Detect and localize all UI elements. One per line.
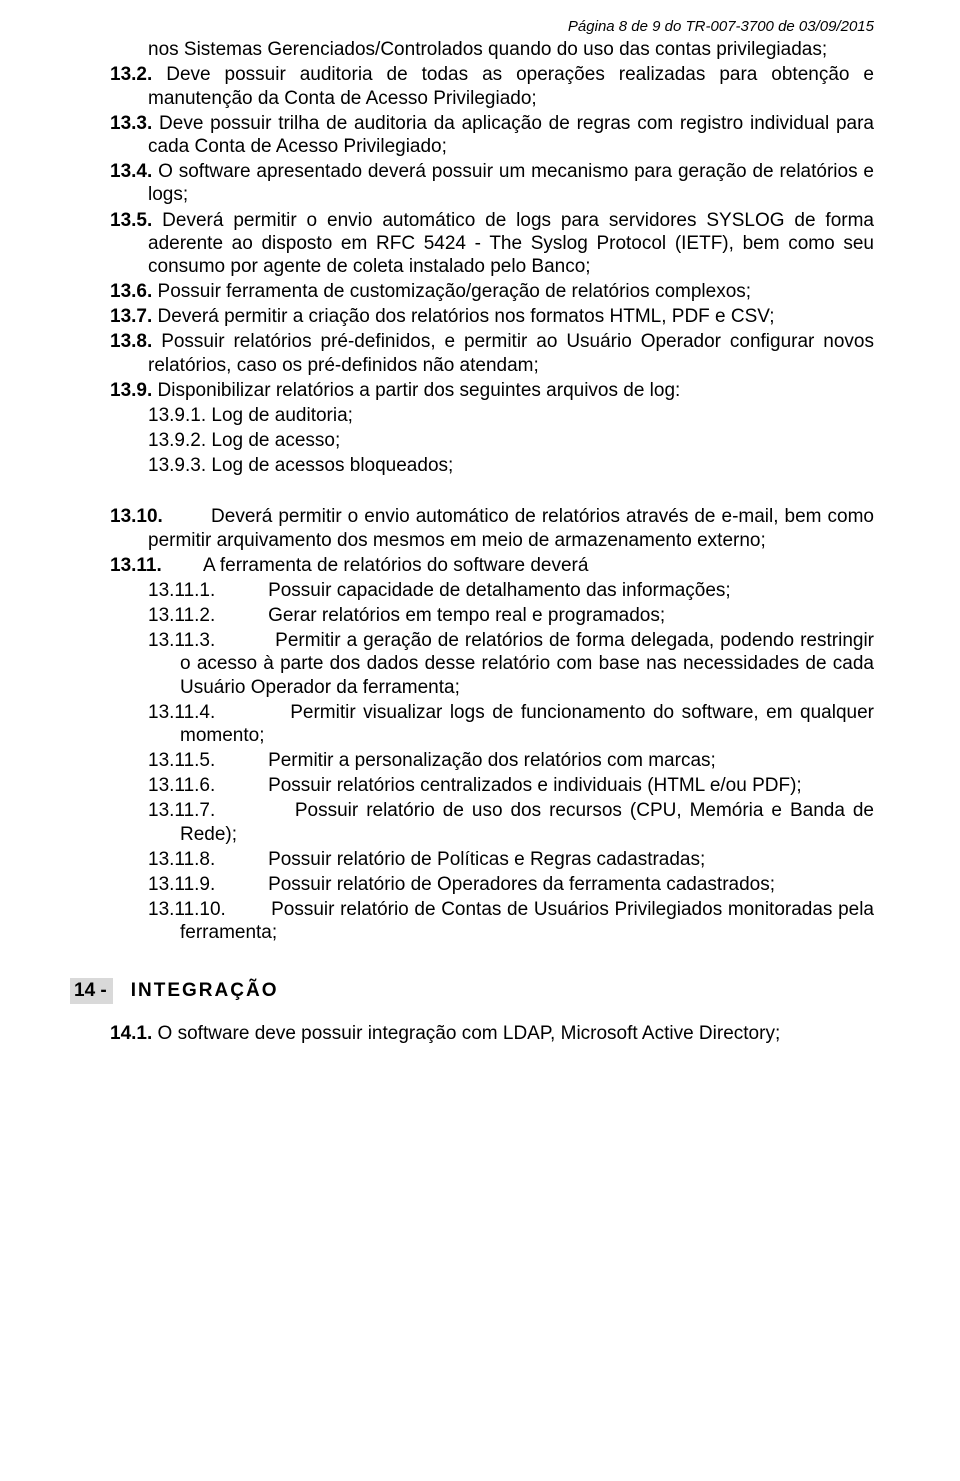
item-13-11-8: 13.11.8. Possuir relatório de Políticas … xyxy=(110,848,874,871)
page: Página 8 de 9 do TR-007-3700 de 03/09/20… xyxy=(0,0,960,1481)
item-13-9: 13.9. Disponibilizar relatórios a partir… xyxy=(110,379,874,402)
item-number: 13.4. xyxy=(110,161,152,182)
item-number: 13.11.9. xyxy=(148,874,215,895)
item-number: 13.11.4. xyxy=(148,702,215,723)
item-text: Deve possuir auditoria de todas as opera… xyxy=(148,64,874,108)
item-text: Disponibilizar relatórios a partir dos s… xyxy=(158,380,681,401)
item-number: 13.8. xyxy=(110,331,152,352)
item-text: Possuir relatórios centralizados e indiv… xyxy=(268,775,802,796)
item-13-10: 13.10. Deverá permitir o envio automátic… xyxy=(110,505,874,551)
item-text: O software deve possuir integração com L… xyxy=(158,1023,781,1044)
item-13-11-3: 13.11.3. Permitir a geração de relatório… xyxy=(110,629,874,699)
item-number: 13.11.8. xyxy=(148,849,215,870)
item-number: 13.11.6. xyxy=(148,775,215,796)
item-number: 13.11. xyxy=(110,555,162,576)
item-13-9-2: 13.9.2. Log de acesso; xyxy=(110,429,874,452)
item-number: 13.10. xyxy=(110,506,163,527)
item-13-11-2: 13.11.2. Gerar relatórios em tempo real … xyxy=(110,604,874,627)
item-13-11-4: 13.11.4. Permitir visualizar logs de fun… xyxy=(110,701,874,747)
item-number: 13.11.1. xyxy=(148,580,215,601)
item-text: Deverá permitir o envio automático de re… xyxy=(148,506,874,550)
item-13-11-10: 13.11.10. Possuir relatório de Contas de… xyxy=(110,898,874,944)
item-13-9-3: 13.9.3. Log de acessos bloqueados; xyxy=(110,454,874,477)
item-number: 13.3. xyxy=(110,113,152,134)
item-13-8: 13.8. Possuir relatórios pré-definidos, … xyxy=(110,330,874,376)
item-number: 13.6. xyxy=(110,281,152,302)
item-text: Possuir relatórios pré-definidos, e perm… xyxy=(148,331,874,375)
item-13-11: 13.11. A ferramenta de relatórios do sof… xyxy=(110,554,874,577)
item-13-2: 13.2. Deve possuir auditoria de todas as… xyxy=(110,63,874,109)
spacer xyxy=(110,479,874,505)
item-text: Possuir relatório de Políticas e Regras … xyxy=(268,849,705,870)
item-number: 13.11.10. xyxy=(148,899,226,920)
item-text: Gerar relatórios em tempo real e program… xyxy=(268,605,665,626)
continuation-text: nos Sistemas Gerenciados/Controlados qua… xyxy=(110,38,874,61)
item-text: Permitir visualizar logs de funcionament… xyxy=(180,702,874,746)
item-13-5: 13.5. Deverá permitir o envio automático… xyxy=(110,209,874,279)
page-header: Página 8 de 9 do TR-007-3700 de 03/09/20… xyxy=(110,18,874,36)
item-text: Permitir a geração de relatórios de form… xyxy=(180,630,874,697)
item-text: Permitir a personalização dos relatórios… xyxy=(268,750,716,771)
item-text: Deve possuir trilha de auditoria da apli… xyxy=(148,113,874,157)
item-number: 13.11.7. xyxy=(148,800,215,821)
item-number: 13.2. xyxy=(110,64,152,85)
item-text: O software apresentado deverá possuir um… xyxy=(148,161,874,205)
item-13-3: 13.3. Deve possuir trilha de auditoria d… xyxy=(110,112,874,158)
item-text: Possuir capacidade de detalhamento das i… xyxy=(268,580,731,601)
item-13-11-7: 13.11.7. Possuir relatório de uso dos re… xyxy=(110,799,874,845)
item-number: 13.9. xyxy=(110,380,152,401)
item-number: 13.11.3. xyxy=(148,630,215,651)
section-number: 14 - xyxy=(70,978,113,1003)
section-14-header: 14 - INTEGRAÇÃO xyxy=(70,978,874,1003)
item-text: Possuir ferramenta de customização/geraç… xyxy=(158,281,752,302)
item-13-7: 13.7. Deverá permitir a criação dos rela… xyxy=(110,305,874,328)
item-number: 13.7. xyxy=(110,306,152,327)
item-13-4: 13.4. O software apresentado deverá poss… xyxy=(110,160,874,206)
item-number: 13.5. xyxy=(110,210,152,231)
item-14-1: 14.1. O software deve possuir integração… xyxy=(110,1022,874,1045)
item-number: 13.11.5. xyxy=(148,750,215,771)
item-text: Deverá permitir o envio automático de lo… xyxy=(148,210,874,277)
item-text: Deverá permitir a criação dos relatórios… xyxy=(158,306,775,327)
item-13-11-9: 13.11.9. Possuir relatório de Operadores… xyxy=(110,873,874,896)
item-13-11-5: 13.11.5. Permitir a personalização dos r… xyxy=(110,749,874,772)
item-text: A ferramenta de relatórios do software d… xyxy=(203,555,588,576)
item-text: Possuir relatório de Contas de Usuários … xyxy=(180,899,874,943)
section-title: INTEGRAÇÃO xyxy=(131,979,279,1002)
item-13-6: 13.6. Possuir ferramenta de customização… xyxy=(110,280,874,303)
item-13-11-1: 13.11.1. Possuir capacidade de detalhame… xyxy=(110,579,874,602)
item-text: Possuir relatório de uso dos recursos (C… xyxy=(180,800,874,844)
item-number: 14.1. xyxy=(110,1023,152,1044)
item-text: Possuir relatório de Operadores da ferra… xyxy=(268,874,775,895)
item-13-9-1: 13.9.1. Log de auditoria; xyxy=(110,404,874,427)
item-13-11-6: 13.11.6. Possuir relatórios centralizado… xyxy=(110,774,874,797)
item-number: 13.11.2. xyxy=(148,605,215,626)
